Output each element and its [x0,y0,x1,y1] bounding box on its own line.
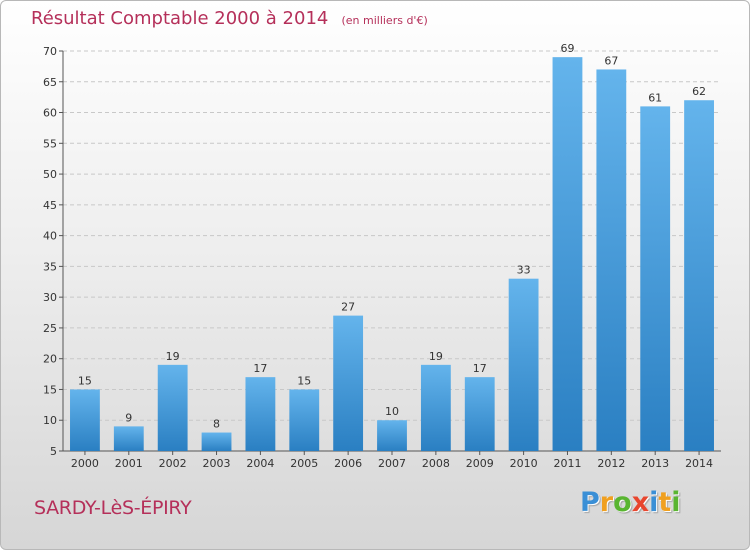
y-tick-label: 30 [43,291,57,304]
x-tick-label: 2005 [290,457,318,470]
y-tick-label: 5 [50,445,57,458]
bar [70,389,100,451]
x-tick-label: 2009 [466,457,494,470]
y-tick-label: 40 [43,230,57,243]
bar-value-label: 10 [385,405,399,418]
x-tick-label: 2012 [597,457,625,470]
bar-value-label: 15 [78,374,92,387]
y-tick-label: 25 [43,322,57,335]
x-tick-label: 2007 [378,457,406,470]
y-tick-label: 50 [43,168,57,181]
logo-letter: i [649,487,659,518]
x-tick-label: 2000 [71,457,99,470]
x-tick-label: 2014 [685,457,713,470]
y-tick-label: 60 [43,107,57,120]
y-tick-label: 20 [43,353,57,366]
bar-value-label: 17 [473,362,487,375]
x-tick-label: 2003 [203,457,231,470]
y-tick-label: 55 [43,137,57,150]
bar [157,364,188,451]
bar [201,432,232,451]
bar-value-label: 27 [341,301,355,314]
bar [377,420,407,451]
bar [245,377,276,451]
bar [508,278,539,451]
y-tick-label: 10 [43,414,57,427]
x-tick-label: 2001 [115,457,143,470]
bar-value-label: 17 [253,362,267,375]
logo-letter: i [671,487,681,518]
bar-value-label: 61 [648,91,662,104]
bar-value-label: 33 [517,264,531,277]
bar [420,364,451,451]
y-tick-label: 35 [43,260,57,273]
chart-title: Résultat Comptable 2000 à 2014 [31,8,329,29]
x-tick-label: 2011 [553,457,581,470]
bar [289,389,320,451]
chart-subtitle: (en milliers d'€) [341,14,428,27]
logo-letter: P [580,487,600,518]
x-tick-label: 2008 [422,457,450,470]
bar-value-label: 15 [297,374,311,387]
logo-letter: t [658,487,672,518]
bar-value-label: 8 [213,418,220,431]
y-tick-label: 65 [43,76,57,89]
bar [596,69,627,451]
y-tick-label: 45 [43,199,57,212]
bar [464,377,495,451]
x-tick-label: 2004 [246,457,274,470]
bar-value-label: 19 [166,350,180,363]
x-tick-label: 2006 [334,457,362,470]
logo-letter: r [599,487,614,518]
bar-value-label: 67 [604,54,618,67]
logo-letter: x [631,487,650,518]
chart-header: Résultat Comptable 2000 à 2014 (en milli… [31,8,428,29]
y-tick-label: 70 [43,45,57,58]
bar-value-label: 9 [125,411,132,424]
logo-letter: o [613,487,632,518]
bar [684,100,714,451]
y-tick-label: 15 [43,383,57,396]
x-tick-label: 2010 [510,457,538,470]
commune-name: SARDY-LèS-ÉPIRY [34,497,192,519]
bar [333,315,364,451]
bar [640,106,671,451]
x-tick-label: 2013 [641,457,669,470]
proxiti-logo[interactable]: Proxiti [580,487,681,518]
bar-value-label: 19 [429,350,443,363]
bar [552,57,583,452]
bar-value-label: 69 [560,42,574,55]
bar [113,426,144,451]
x-tick-label: 2002 [159,457,187,470]
bar-value-label: 62 [692,85,706,98]
